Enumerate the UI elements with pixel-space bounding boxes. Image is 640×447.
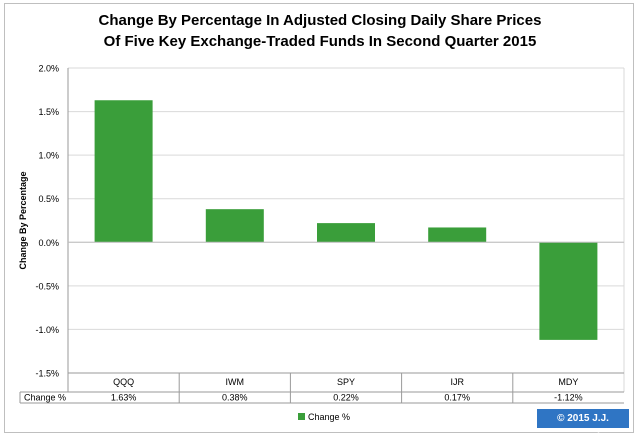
bar-chart: 2.0% 1.5% 1.0% 0.5% 0.0% -0.5% -1.0% -1.5% Chang…: [18, 64, 625, 422]
x-tick-label: SPY: [337, 377, 355, 387]
y-tick-label: 2.0%: [38, 64, 59, 74]
bar-mdy: [539, 242, 598, 340]
chart-title-line-2: Of Five Key Exchange-Traded Funds In Sec…: [103, 33, 537, 50]
table-row-label: Change %: [24, 393, 66, 403]
data-label: 0.38%: [222, 393, 248, 403]
data-label: 0.22%: [333, 393, 359, 403]
x-tick-label: MDY: [558, 377, 578, 387]
y-tick-label: -0.5%: [35, 281, 59, 291]
x-tick-label: IWM: [226, 377, 245, 387]
bar-spy: [317, 223, 375, 243]
data-label: 0.17%: [444, 393, 470, 403]
y-tick-label: -1.5%: [35, 369, 59, 379]
x-tick-label: QQQ: [113, 377, 134, 387]
y-tick-label: 1.5%: [38, 107, 59, 117]
x-tick-label: IJR: [450, 377, 464, 387]
legend-label: Change %: [308, 412, 350, 422]
copyright-badge: © 2015 J.J. McGrath: [537, 409, 629, 443]
chart-title: Change By Percentage In Adjusted Closing…: [0, 10, 640, 52]
chart-title-line-1: Change By Percentage In Adjusted Closing…: [98, 12, 542, 29]
data-label: 1.63%: [111, 393, 137, 403]
y-tick-label: 0.0%: [38, 238, 59, 248]
data-label: -1.12%: [554, 393, 583, 403]
bar-qqq: [94, 100, 153, 243]
bar-ijr: [428, 227, 487, 243]
y-tick-label: 1.0%: [38, 151, 59, 161]
y-tick-label: 0.5%: [38, 194, 59, 204]
y-tick-label: -1.0%: [35, 325, 59, 335]
bar-iwm: [205, 209, 264, 243]
y-axis-title: Change By Percentage: [18, 171, 28, 269]
legend-swatch: [298, 413, 305, 420]
